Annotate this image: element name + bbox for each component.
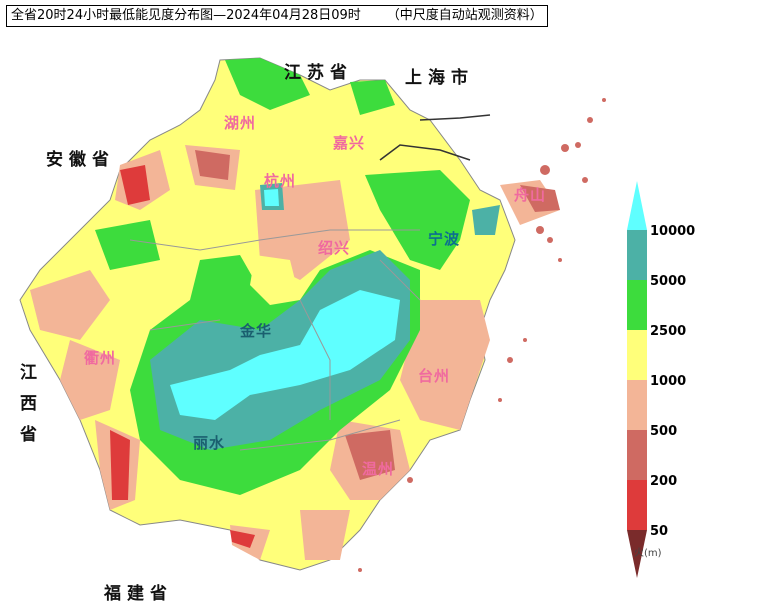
- legend-bar: [627, 181, 647, 578]
- city-wenzhou: 温州: [362, 460, 395, 478]
- city-taizhou: 台州: [418, 367, 451, 385]
- vis-200-region: [230, 530, 255, 548]
- city-zhoushan: 舟山: [514, 186, 547, 204]
- vis-10000-region: [264, 189, 279, 206]
- vis-2500-region: [225, 58, 310, 110]
- vis-1000-region: [250, 255, 300, 305]
- city-hangzhou: 杭州: [264, 172, 297, 190]
- vis-200-region: [520, 185, 560, 212]
- legend-label-50: 50: [650, 524, 669, 539]
- label-anhui: 安徽省: [46, 150, 115, 170]
- city-lishui: 丽水: [193, 434, 226, 452]
- legend-label-10000: 10000: [650, 224, 696, 239]
- vis-5000-region: [472, 205, 500, 235]
- vis-500-region: [300, 510, 350, 560]
- vis-500-region: [60, 340, 120, 420]
- legend-unit-prefix: 火: [634, 548, 644, 559]
- vis-2500-region: [350, 80, 395, 115]
- label-fujian: 福建省: [104, 584, 173, 604]
- vis-200-region: [110, 430, 130, 500]
- legend-color-5000: [627, 230, 647, 280]
- islands: [358, 98, 606, 572]
- legend-top-arrow: [627, 181, 647, 230]
- city-shaoxing: 绍兴: [318, 239, 351, 257]
- legend-color-500: [627, 380, 647, 430]
- vis-200-region: [345, 430, 395, 480]
- county-boundaries: [129, 229, 421, 451]
- legend-unit-text: (m): [644, 548, 662, 559]
- city-jinhua: 金华: [240, 322, 273, 340]
- legend-label-5000: 5000: [650, 274, 687, 289]
- vis-10000-region: [170, 290, 400, 420]
- shanghai-boundary: [379, 114, 491, 161]
- title-sub: （中尺度自动站观测资料）: [386, 8, 543, 23]
- vis-2500-region: [95, 220, 160, 270]
- vis-2500-region: [365, 170, 470, 270]
- vis-200-region: [195, 150, 230, 180]
- legend-color-1000: [627, 330, 647, 380]
- legend-bottom-arrow: [627, 530, 647, 578]
- label-jiangsu: 江苏省: [284, 63, 353, 83]
- legend-unit: 火(m): [634, 544, 662, 559]
- legend-label-2500: 2500: [650, 324, 687, 339]
- city-ningbo: 宁波: [428, 230, 461, 248]
- legend-color-2500: [627, 280, 647, 330]
- label-shanghai: 上海市: [405, 68, 474, 88]
- legend-label-500: 500: [650, 424, 678, 439]
- city-jiaxing: 嘉兴: [333, 134, 366, 152]
- legend-label-1000: 1000: [650, 374, 687, 389]
- legend-color-50: [627, 480, 647, 530]
- legend-color-200: [627, 430, 647, 480]
- map-title: 全省20时24小时最低能见度分布图—2024年04月28日09时 （中尺度自动站观…: [6, 5, 548, 27]
- vis-500-region: [400, 300, 490, 430]
- label-jiangxi: 江 西 省: [20, 363, 37, 445]
- city-huzhou: 湖州: [224, 114, 257, 132]
- vis-500-region: [30, 270, 110, 340]
- title-main: 全省20时24小时最低能见度分布图—2024年04月28日09时: [11, 8, 361, 23]
- legend-label-200: 200: [650, 474, 678, 489]
- city-quzhou: 衢州: [84, 349, 117, 367]
- vis-200-region: [120, 165, 150, 205]
